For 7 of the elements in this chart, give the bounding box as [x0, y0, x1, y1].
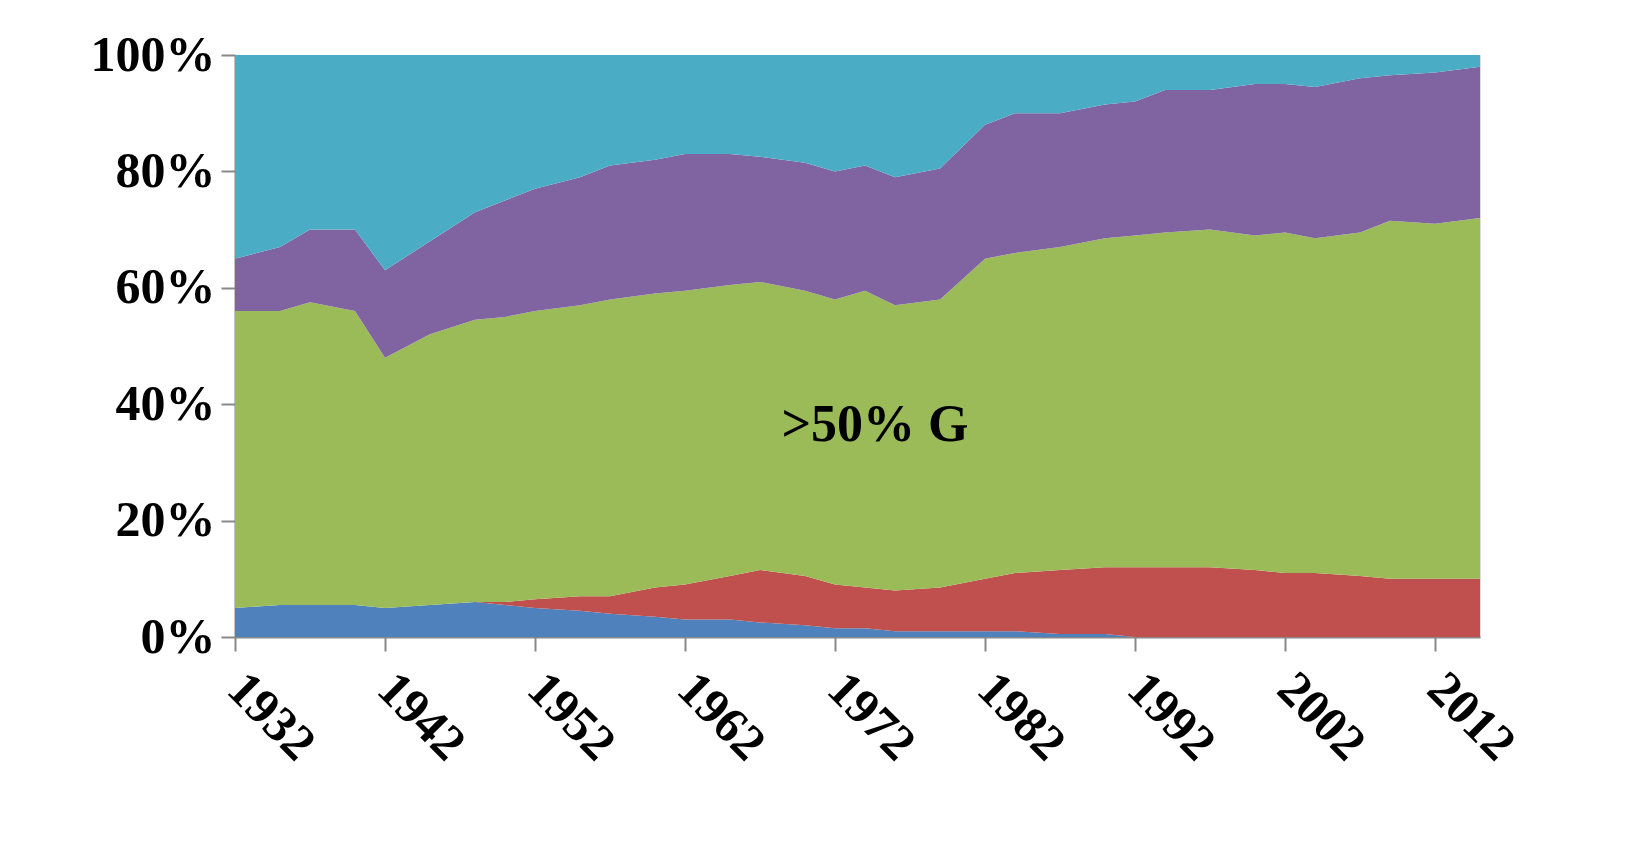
- y-tick-label: 20%: [115, 491, 216, 548]
- y-tick-label: 100%: [90, 25, 216, 82]
- y-tick-label: 0%: [140, 607, 216, 664]
- y-tick-label: 60%: [115, 258, 216, 315]
- y-tick-label: 80%: [115, 141, 216, 198]
- y-tick-label: 40%: [115, 374, 216, 431]
- annotation: >50% G: [781, 395, 969, 452]
